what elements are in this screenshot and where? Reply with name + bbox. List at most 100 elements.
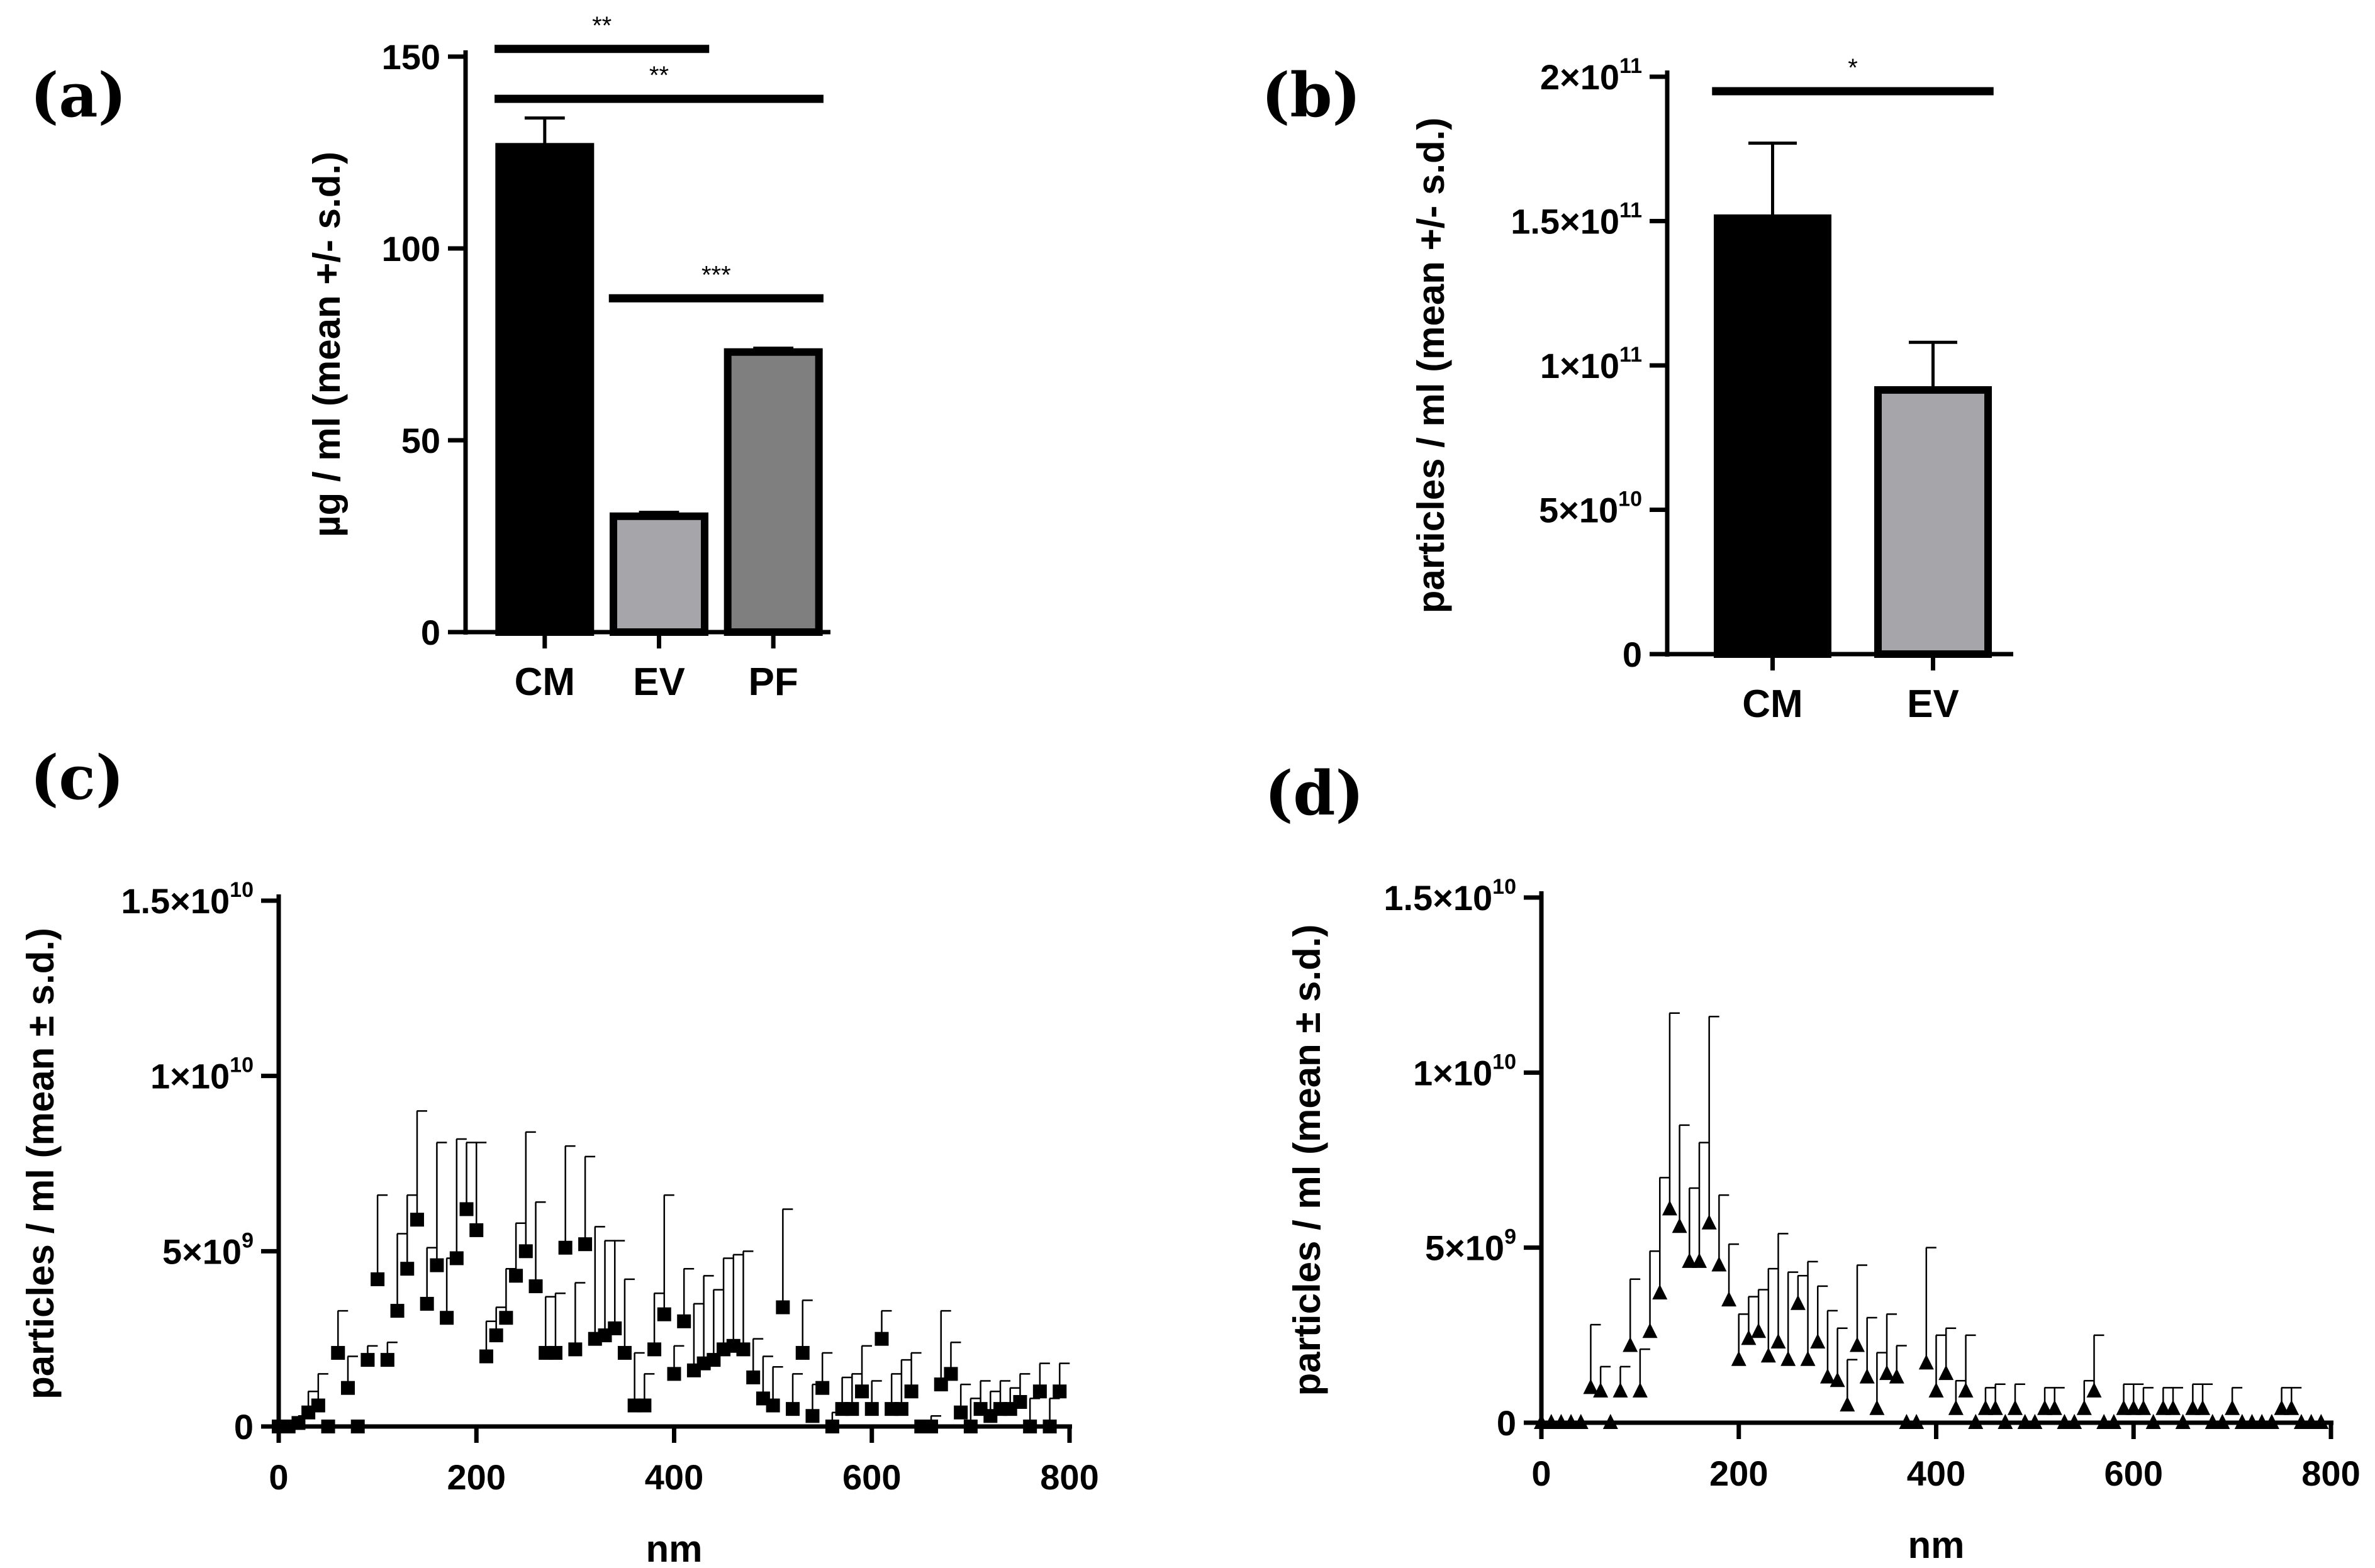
chart-d-data-point (1948, 1399, 1964, 1415)
chart-d-data-point (1553, 1414, 1569, 1429)
chart-d-data-point (2076, 1399, 2092, 1415)
chart-c-data-point (795, 1345, 810, 1360)
chart-c-data-point (499, 1311, 513, 1325)
chart-c-data-point (894, 1402, 908, 1416)
chart-d-data-point (1652, 1284, 1668, 1300)
chart-c-x-tick-label: 200 (447, 1457, 506, 1497)
chart-a-x-tick-label: EV (633, 660, 685, 704)
chart-c-y-tick-label: 5×109 (162, 1228, 254, 1271)
chart-c: 0 5×109 1×1010 1.5×1010 particles / ml (mean… (20, 878, 1099, 1568)
chart-b-y-tick-label: 1×1011 (1540, 343, 1642, 386)
chart-b-bar-ev (1874, 386, 1992, 658)
chart-a-significance-label: ** (592, 12, 612, 40)
chart-d-data-point (1928, 1382, 1944, 1398)
chart-b-y-tick-label: 1.5×1011 (1511, 199, 1642, 242)
chart-d-data-point (1840, 1396, 1855, 1412)
chart-d-data-point (1968, 1414, 1984, 1429)
chart-d-data-point (2205, 1414, 2220, 1429)
chart-d-data-point (1819, 1368, 1835, 1384)
chart-d-data-point (2027, 1414, 2043, 1429)
chart-d-data-point (2234, 1414, 2250, 1429)
panel-label-a: (a) (30, 60, 126, 131)
chart-d-data-point (2313, 1414, 2329, 1429)
chart-c-data-point (864, 1402, 879, 1416)
chart-d-data-point (2047, 1399, 2062, 1415)
chart-d-data-point (2008, 1399, 2023, 1415)
chart-c-data-point (548, 1345, 562, 1360)
chart-c-y-tick-label: 1.5×1010 (121, 878, 254, 921)
chart-d-data-point (2264, 1414, 2279, 1429)
chart-c-data-point (528, 1279, 543, 1294)
chart-a: 0 50 100 150 µg / ml (mean +/- s.d.) CM EV PF **… (306, 12, 830, 704)
chart-d-data-point (2225, 1399, 2240, 1415)
chart-d-data-point (1534, 1414, 1549, 1429)
chart-d-data-point (1889, 1368, 1904, 1384)
chart-d-data-point (1770, 1333, 1786, 1348)
chart-c-x-axis-title: nm (646, 1528, 703, 1568)
chart-c-data-point (291, 1416, 306, 1430)
chart-c-data-point (340, 1381, 355, 1395)
chart-d-data-point (1741, 1330, 1757, 1345)
chart-c-y-axis-title: particles / ml (mean ± s.d.) (20, 928, 62, 1399)
chart-c-data-point (805, 1409, 820, 1423)
chart-c-data-point (440, 1311, 454, 1325)
chart-a-bar-cm (495, 143, 595, 637)
chart-c-x-tick-label: 800 (1040, 1457, 1098, 1497)
chart-a-bar-ev (610, 512, 708, 637)
chart-d-data-point (2017, 1414, 2033, 1429)
chart-c-data-point (371, 1272, 385, 1286)
chart-d-data-point (1909, 1414, 1925, 1429)
chart-c-data-point (608, 1321, 622, 1335)
chart-b-y-tick-label: 2×1011 (1540, 54, 1642, 97)
chart-d-data-point (2086, 1382, 2102, 1398)
chart-d-data-point (2185, 1399, 2201, 1415)
chart-a-x-tick-label: CM (515, 660, 575, 704)
chart-a-y-axis-title: µg / ml (mean +/- s.d.) (306, 152, 348, 537)
chart-b: 0 5×1010 1×1011 1.5×1011 2×1011 particles / m… (1410, 54, 2013, 726)
chart-b-y-tick-label: 0 (1623, 635, 1642, 674)
chart-c-data-point (637, 1398, 652, 1413)
panel-label-b: (b) (1261, 60, 1361, 131)
chart-c-data-point (934, 1377, 948, 1392)
panel-label-c: (c) (30, 742, 124, 813)
chart-d-data-point (2244, 1414, 2260, 1429)
chart-c-x-tick-label: 600 (842, 1457, 901, 1497)
chart-c-data-point (518, 1244, 533, 1259)
chart-c-data-point (657, 1307, 671, 1321)
chart-d-data-point (1859, 1368, 1875, 1384)
chart-c-data-point (766, 1398, 780, 1413)
chart-a-y-tick-label: 50 (401, 421, 440, 460)
chart-c-data-point (1023, 1420, 1037, 1433)
chart-d-x-tick-label: 200 (1709, 1454, 1768, 1493)
chart-d-data-point (1721, 1291, 1737, 1307)
chart-d-data-point (1918, 1354, 1934, 1370)
chart-c-data-point (558, 1240, 573, 1255)
chart-c-data-point (855, 1384, 869, 1399)
chart-c-data-point (815, 1381, 830, 1395)
chart-c-data-point (707, 1353, 721, 1367)
chart-c-data-point (736, 1342, 751, 1357)
chart-c-data-point (479, 1349, 493, 1364)
chart-d-data-point (1623, 1337, 1638, 1352)
chart-d-data-point (1977, 1399, 1993, 1415)
chart-d-data-point (2135, 1399, 2151, 1415)
chart-d-data-point (2126, 1399, 2142, 1415)
chart-d-data-point (1711, 1256, 1727, 1272)
chart-a-significance-label: ** (649, 62, 669, 89)
chart-c-data-point (321, 1420, 335, 1433)
chart-b-x-tick-label: CM (1742, 682, 1802, 726)
chart-d-data-point (1692, 1252, 1707, 1268)
chart-d-data-point (2057, 1414, 2072, 1429)
chart-d-data-point (1810, 1333, 1826, 1348)
chart-d-data-point (2254, 1414, 2270, 1429)
chart-d-data-point (1987, 1399, 2003, 1415)
chart-b-x-tick-label: EV (1907, 682, 1959, 726)
chart-c-data-point (331, 1345, 345, 1360)
chart-a-y-tick-label: 100 (382, 229, 440, 269)
chart-d-data-point (1938, 1365, 1954, 1381)
chart-a-bar-pf (724, 348, 823, 636)
chart-d-data-point (1731, 1350, 1746, 1366)
chart-c-data-point (459, 1202, 474, 1216)
chart-c-data-point (677, 1314, 691, 1328)
chart-c-data-point (1053, 1384, 1067, 1399)
